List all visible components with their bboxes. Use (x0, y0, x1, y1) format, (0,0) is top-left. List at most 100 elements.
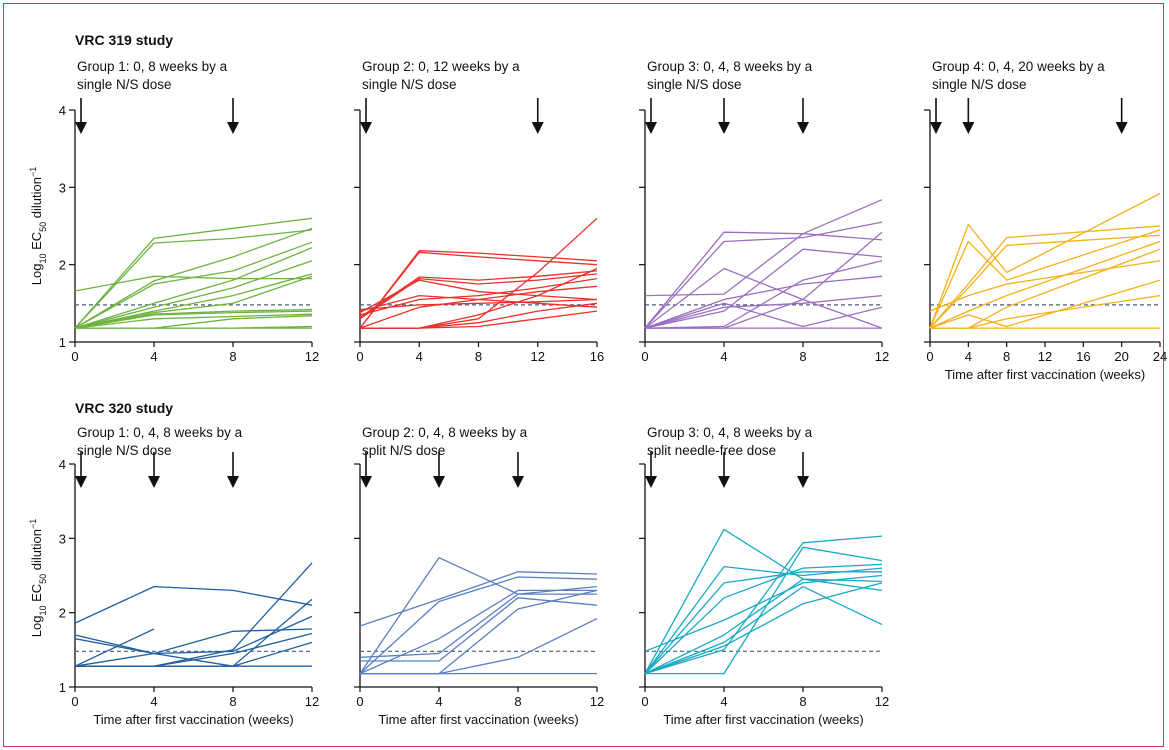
dose-arrow-head (930, 122, 942, 134)
x-tick-label: 4 (965, 349, 972, 364)
ylabel-ec: EC (29, 584, 44, 606)
y-tick-label: 3 (59, 531, 66, 546)
x-tick-label: 4 (150, 694, 157, 709)
x-tick-label: 24 (1153, 349, 1167, 364)
dose-arrow-head (718, 476, 730, 488)
y-axis-title-top: Log10 EC50 dilution−1 (28, 167, 48, 285)
x-tick-label: 4 (416, 349, 423, 364)
panel-title-line: single N/S dose (932, 77, 1027, 92)
series-line (74, 615, 313, 655)
x-tick-label: 4 (150, 349, 157, 364)
series-line (359, 251, 598, 329)
series-line (74, 585, 313, 624)
series-line (644, 248, 883, 329)
series-line (644, 571, 882, 675)
panels: Group 1: 0, 8 weeks by a single N/S dose 1… (59, 59, 1167, 727)
x-tick-label: 8 (1003, 349, 1010, 364)
panel-6: Group 2: 0, 4, 8 weeks by a split N/S dos… (354, 425, 604, 727)
series-line (360, 618, 598, 675)
panel-title-line: single N/S dose (362, 77, 457, 92)
x-tick-label: 12 (1038, 349, 1052, 364)
panel-title-line: Group 1: 0, 4, 8 weeks by a (77, 425, 243, 440)
series-line (359, 250, 598, 329)
dose-arrow-head (797, 122, 809, 134)
x-tick-label: 0 (356, 694, 363, 709)
x-tick-label: 8 (799, 349, 806, 364)
ylabel-sub10: 10 (38, 254, 48, 264)
panel-2: Group 2: 0, 12 weeks by a single N/S dose… (354, 59, 604, 364)
series-line (359, 279, 598, 314)
series-line (74, 260, 313, 329)
series-line (644, 221, 883, 329)
y-tick-label: 1 (59, 335, 66, 350)
y-tick-label: 4 (59, 457, 66, 472)
panel-title-line: single N/S dose (77, 443, 172, 458)
dose-arrow-head (797, 476, 809, 488)
series-line (74, 273, 313, 329)
x-axis-title: Time after first vaccination (weeks) (378, 712, 578, 727)
x-tick-label: 12 (305, 349, 319, 364)
dose-arrow-head (718, 122, 730, 134)
panel-title-line: single N/S dose (647, 77, 742, 92)
series-line (74, 310, 313, 329)
panel-7: Group 3: 0, 4, 8 weeks by a split needle-… (639, 425, 889, 727)
ylabel-sub50: 50 (38, 222, 48, 232)
panel-title-line: split N/S dose (362, 443, 445, 458)
x-tick-label: 12 (875, 349, 889, 364)
x-tick-label: 16 (1076, 349, 1090, 364)
series-line (644, 233, 883, 297)
series-line (359, 576, 598, 675)
x-tick-label: 8 (514, 694, 521, 709)
ylabel-sup: −1 (28, 519, 38, 529)
x-tick-label: 0 (71, 694, 78, 709)
dose-arrow-head (962, 122, 975, 134)
panel-title-line: Group 2: 0, 12 weeks by a (362, 59, 520, 74)
panel-title-line: split needle-free dose (647, 443, 776, 458)
series-line (74, 247, 313, 329)
dose-arrow-head (75, 122, 87, 134)
dose-arrow-head (227, 476, 239, 488)
panel-title-line: Group 3: 0, 4, 8 weeks by a (647, 59, 813, 74)
ylabel-ec: EC (29, 232, 44, 254)
x-tick-label: 12 (305, 694, 319, 709)
ylabel-rest: dilution (29, 529, 44, 574)
x-tick-label: 0 (641, 349, 648, 364)
x-tick-label: 4 (720, 349, 727, 364)
dose-arrow-head (148, 476, 160, 488)
x-tick-label: 12 (875, 694, 889, 709)
series-line (644, 535, 883, 675)
ylabel-sub50: 50 (38, 574, 48, 584)
dose-arrow-head (75, 476, 87, 488)
series-line (929, 225, 1161, 329)
panel-1: Group 1: 0, 8 weeks by a single N/S dose 1… (59, 59, 319, 364)
x-tick-label: 8 (799, 694, 806, 709)
series-line (360, 310, 598, 329)
x-tick-label: 16 (590, 349, 604, 364)
series-line (359, 571, 598, 627)
ylabel-base: Log (29, 264, 44, 286)
dose-arrow-head (1115, 122, 1128, 134)
figure-frame (3, 3, 1164, 747)
panel-4: Group 4: 0, 4, 20 weeks by a single N/S d… (924, 59, 1167, 382)
series-line (644, 260, 883, 329)
y-tick-label: 2 (59, 258, 66, 273)
study-label-vrc320: VRC 320 study (75, 400, 173, 416)
series-line (929, 234, 1161, 329)
series-line (360, 217, 598, 329)
series-line (930, 294, 1161, 329)
series-line (644, 582, 883, 675)
dose-arrow-head (360, 476, 372, 488)
series-line (644, 578, 883, 675)
series-line (644, 302, 883, 329)
ylabel-base: Log (29, 616, 44, 638)
series-line (359, 273, 598, 320)
series-line (75, 325, 313, 329)
y-tick-label: 4 (59, 103, 66, 118)
series-line (359, 298, 598, 311)
series-line (929, 260, 1161, 312)
series-line (360, 597, 598, 662)
panel-title-line: Group 2: 0, 4, 8 weeks by a (362, 425, 528, 440)
panel-5: Group 1: 0, 4, 8 weeks by a single N/S do… (59, 425, 319, 727)
panel-3: Group 3: 0, 4, 8 weeks by a single N/S do… (639, 59, 889, 364)
x-tick-label: 8 (475, 349, 482, 364)
